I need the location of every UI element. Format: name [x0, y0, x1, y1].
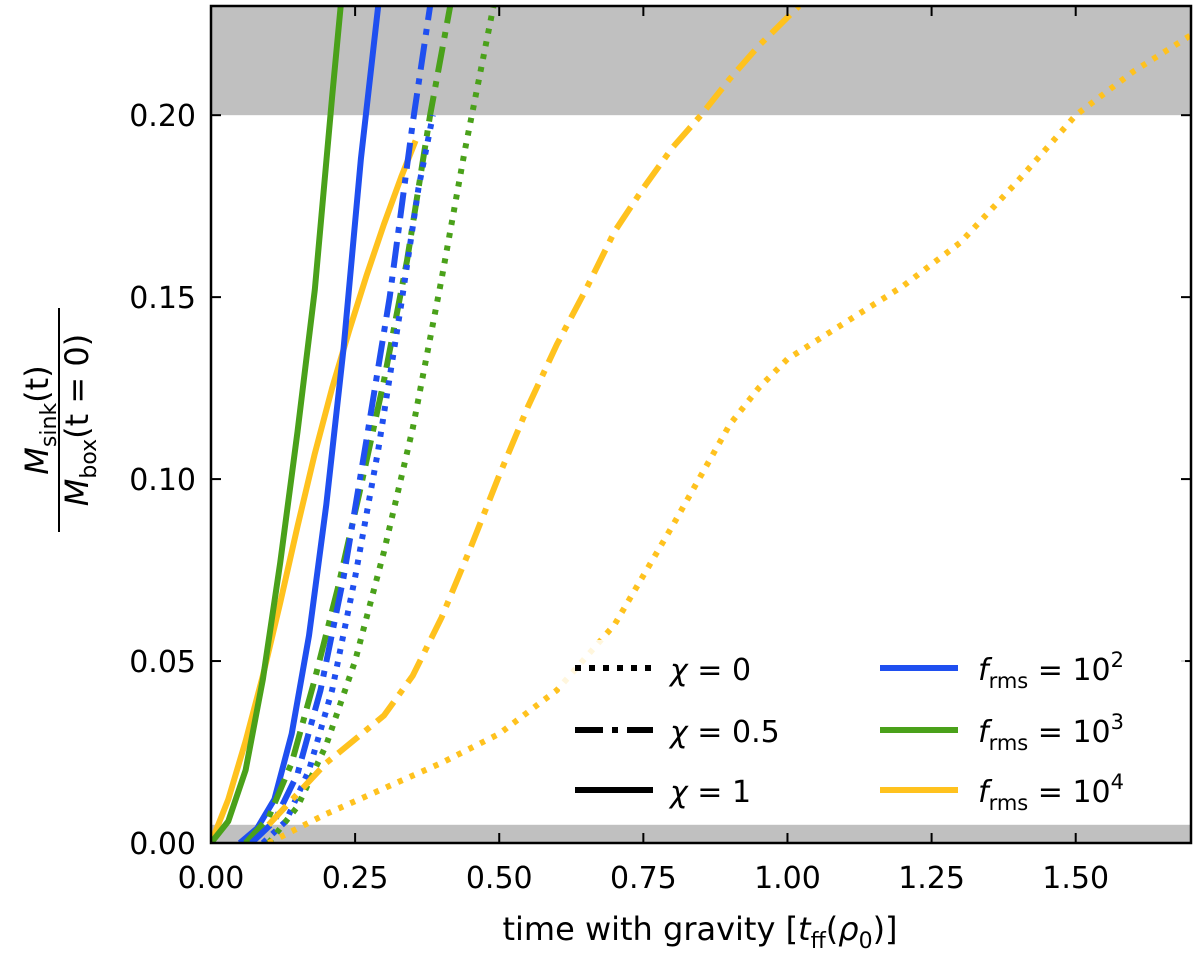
x-tick-label-0: 0.00	[178, 861, 245, 896]
series-line-8	[267, 32, 1191, 843]
series-line-4	[249, 6, 434, 843]
y-tick-label-2: 0.10	[129, 463, 196, 498]
series-line-3	[243, 6, 454, 843]
y-tick-label-1: 0.05	[129, 645, 196, 680]
x-axis-label: time with gravity [tff(ρ0)]	[502, 910, 897, 954]
series-line-1	[211, 6, 344, 843]
x-tick-label-3: 0.75	[610, 861, 677, 896]
y-tick-label-3: 0.15	[129, 281, 196, 316]
y-axis-label: Msink(t) Mbox(t = 0)	[18, 308, 102, 532]
plot-frame	[209, 4, 1193, 845]
x-tick-label-2: 0.50	[466, 861, 533, 896]
y-tick-label-4: 0.20	[129, 99, 196, 134]
legend: χ = 0 χ = 0.5 χ = 1 frms = 102 frms = 10…	[560, 640, 1185, 820]
x-tick-label-6: 1.50	[1042, 861, 1109, 896]
series-line-0	[211, 139, 419, 843]
y-axis-label-denominator: Mbox(t = 0)	[58, 334, 102, 506]
series-layer	[211, 6, 1191, 843]
x-tick-label-1: 0.25	[322, 861, 389, 896]
shaded-band-1	[211, 824, 1191, 843]
x-tick-label-4: 1.00	[754, 861, 821, 896]
shaded-band-0	[211, 6, 1191, 116]
series-line-5	[260, 114, 436, 843]
legend-label-frms-1e2: frms = 102	[978, 648, 1124, 693]
tick-labels: 0.00 0.25 0.50 0.75 1.00 1.25 1.50 0.00 0.05 0.10…	[129, 99, 1109, 896]
legend-label-chi-0-5: χ = 0.5	[668, 715, 780, 750]
legend-background	[560, 640, 1185, 820]
legend-label-frms-1e3: frms = 103	[978, 710, 1124, 755]
legend-label-chi-0: χ = 0	[668, 653, 751, 688]
series-line-2	[237, 6, 382, 843]
y-tick-label-0: 0.00	[129, 827, 196, 862]
y-axis-label-numerator: Msink(t)	[18, 365, 62, 474]
series-line-7	[266, 6, 802, 827]
legend-label-chi-1: χ = 1	[668, 775, 751, 810]
x-tick-label-5: 1.25	[898, 861, 965, 896]
